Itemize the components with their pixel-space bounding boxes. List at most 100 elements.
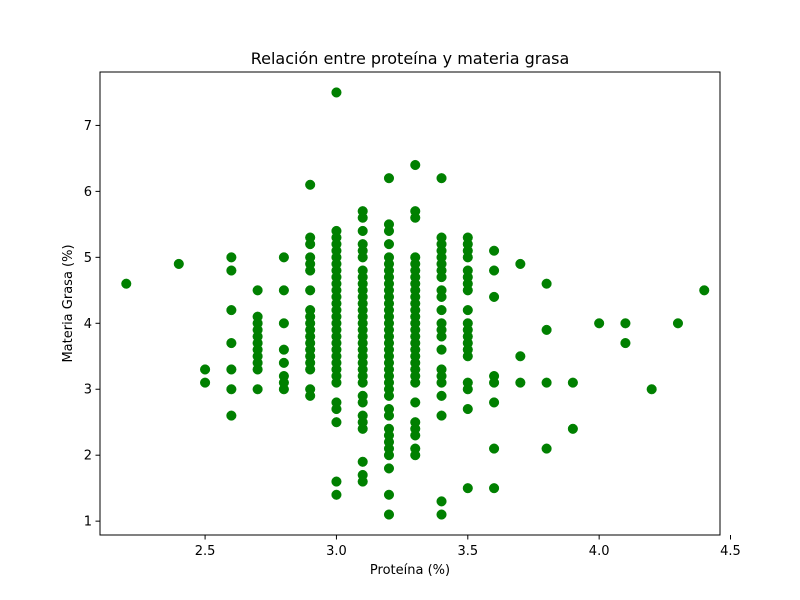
data-point (541, 324, 552, 335)
y-tick-label: 4 (84, 317, 92, 332)
data-point (672, 318, 684, 329)
data-point (489, 483, 500, 494)
data-point (462, 285, 473, 296)
data-point (436, 410, 447, 421)
data-point (331, 489, 342, 500)
data-point (200, 364, 211, 375)
data-point (331, 377, 342, 388)
data-point (489, 245, 500, 256)
data-points (121, 87, 710, 520)
data-point (383, 225, 395, 236)
data-point (541, 278, 552, 289)
data-point (383, 450, 395, 461)
data-point (410, 212, 421, 223)
data-point (462, 351, 473, 362)
data-point (383, 390, 395, 401)
data-point (515, 258, 526, 269)
data-point (620, 338, 631, 349)
data-point (357, 423, 368, 434)
data-point (357, 212, 368, 223)
x-axis: 2.5 3.0 3.5 4.0 4.5 (195, 535, 741, 559)
data-point (173, 258, 184, 269)
data-point (200, 377, 211, 388)
data-point (462, 252, 473, 263)
data-point (383, 239, 395, 250)
data-point (357, 225, 368, 236)
data-point (226, 338, 237, 349)
data-point (226, 410, 237, 421)
y-tick-label: 2 (84, 449, 92, 464)
data-point (489, 377, 500, 388)
data-point (305, 239, 316, 250)
x-tick-label: 4.0 (589, 544, 610, 559)
data-point (278, 252, 289, 263)
data-point (305, 265, 316, 276)
data-point (305, 364, 316, 375)
data-point (462, 384, 473, 395)
y-tick-label: 3 (84, 383, 92, 398)
data-point (357, 397, 368, 408)
y-axis-title: Materia Grasa (%) (61, 244, 76, 362)
data-point (699, 285, 710, 296)
y-tick-label: 1 (84, 515, 92, 530)
data-point (515, 377, 526, 388)
plot-frame (99, 71, 721, 536)
data-point (410, 397, 421, 408)
data-point (436, 496, 447, 507)
data-point (252, 384, 263, 395)
y-tick-label: 6 (84, 185, 92, 200)
data-point (436, 344, 447, 355)
data-point (383, 509, 395, 520)
data-point (383, 489, 395, 500)
y-tick-label: 5 (84, 251, 92, 266)
data-point (410, 430, 421, 441)
data-point (331, 476, 342, 487)
data-point (489, 265, 500, 276)
data-point (278, 344, 289, 355)
y-tick-label: 7 (84, 119, 92, 134)
data-point (620, 318, 631, 329)
data-point (594, 318, 605, 329)
data-point (357, 456, 368, 467)
data-point (278, 285, 289, 296)
data-point (567, 423, 578, 434)
data-point (436, 390, 447, 401)
data-point (121, 278, 132, 289)
data-point (226, 364, 237, 375)
data-point (515, 351, 526, 362)
x-tick-label: 3.5 (457, 544, 478, 559)
data-point (436, 509, 447, 520)
data-point (489, 443, 500, 454)
data-point (383, 463, 395, 474)
data-point (410, 159, 421, 171)
data-point (278, 384, 289, 395)
x-tick-label: 2.5 (195, 544, 216, 559)
data-point (410, 450, 421, 461)
data-point (436, 377, 447, 388)
y-axis: 1 2 3 4 5 6 7 (84, 119, 100, 530)
data-point (646, 384, 657, 395)
data-point (489, 291, 500, 302)
data-point (436, 291, 447, 302)
data-point (278, 318, 289, 329)
x-tick-label: 3.0 (326, 544, 347, 559)
data-point (226, 305, 237, 316)
data-point (252, 364, 263, 375)
data-point (252, 285, 263, 296)
data-point (462, 403, 473, 415)
data-point (357, 377, 368, 388)
data-point (331, 87, 342, 98)
data-point (226, 265, 237, 276)
data-point (226, 384, 237, 395)
data-point (436, 173, 447, 184)
data-point (436, 305, 447, 316)
data-point (541, 443, 552, 454)
chart-title: Relación entre proteína y materia grasa (251, 49, 570, 68)
data-point (331, 403, 342, 415)
data-point (278, 357, 289, 368)
data-point (436, 272, 447, 283)
data-point (357, 476, 368, 487)
x-axis-title: Proteína (%) (370, 563, 450, 578)
